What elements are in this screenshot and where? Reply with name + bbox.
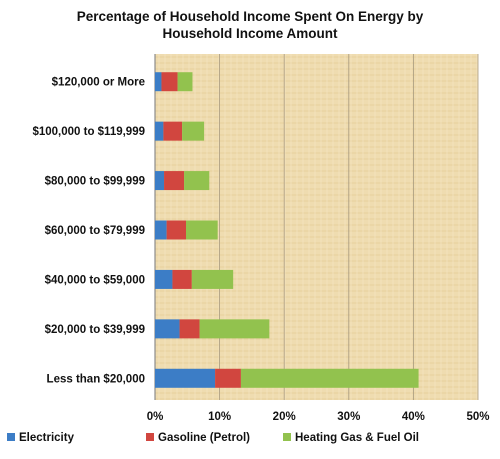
category-label: $40,000 to $59,000	[45, 274, 145, 286]
bar-heating-4	[191, 269, 234, 289]
bar-gasoline-0	[161, 72, 178, 92]
bar-gasoline-3	[166, 220, 187, 240]
bar-gasoline-2	[164, 171, 185, 191]
bar-electricity-3	[155, 220, 167, 240]
category-label: $20,000 to $39,999	[45, 324, 145, 336]
bar-electricity-2	[155, 171, 165, 191]
category-label: Less than $20,000	[47, 373, 145, 385]
x-tick-label: 30%	[337, 411, 360, 423]
bar-heating-5	[199, 319, 270, 339]
x-tick-label: 40%	[402, 411, 425, 423]
chart-title-line-2: Household Income Amount	[163, 26, 339, 41]
bar-gasoline-6	[215, 368, 241, 388]
legend-swatch	[7, 433, 15, 441]
bar-heating-2	[184, 171, 210, 191]
legend-label: Electricity	[19, 432, 75, 444]
bar-heating-3	[186, 220, 218, 240]
legend-swatch	[146, 433, 154, 441]
bar-electricity-4	[155, 269, 173, 289]
bar-electricity-5	[155, 319, 180, 339]
legend-label: Gasoline (Petrol)	[158, 432, 250, 444]
legend-swatch	[283, 433, 291, 441]
bar-electricity-6	[155, 368, 216, 388]
bar-heating-6	[240, 368, 419, 388]
bar-gasoline-1	[163, 121, 183, 141]
bar-gasoline-4	[172, 269, 192, 289]
category-label: $80,000 to $99,999	[45, 176, 145, 188]
x-tick-label: 0%	[147, 411, 164, 423]
legend-label: Heating Gas & Fuel Oil	[295, 432, 419, 444]
x-tick-labels: 0% 10% 20% 30% 40% 50%	[147, 411, 490, 423]
category-labels: $120,000 or More $100,000 to $119,999 $80,…	[32, 77, 145, 386]
category-label: $120,000 or More	[52, 77, 145, 89]
bar-gasoline-5	[179, 319, 200, 339]
bar-heating-1	[182, 121, 205, 141]
category-label: $60,000 to $79,999	[45, 225, 145, 237]
category-label: $100,000 to $119,999	[32, 126, 145, 138]
bar-electricity-1	[155, 121, 164, 141]
x-tick-label: 10%	[208, 411, 231, 423]
chart-title-line-1: Percentage of Household Income Spent On …	[77, 9, 424, 24]
bar-heating-0	[177, 72, 193, 92]
x-tick-label: 20%	[273, 411, 296, 423]
bar-electricity-0	[155, 72, 162, 92]
x-tick-label: 50%	[466, 411, 489, 423]
bars	[155, 72, 419, 388]
gridlines	[154, 54, 479, 400]
legend: Electricity Gasoline (Petrol) Heating Gas …	[7, 432, 419, 444]
